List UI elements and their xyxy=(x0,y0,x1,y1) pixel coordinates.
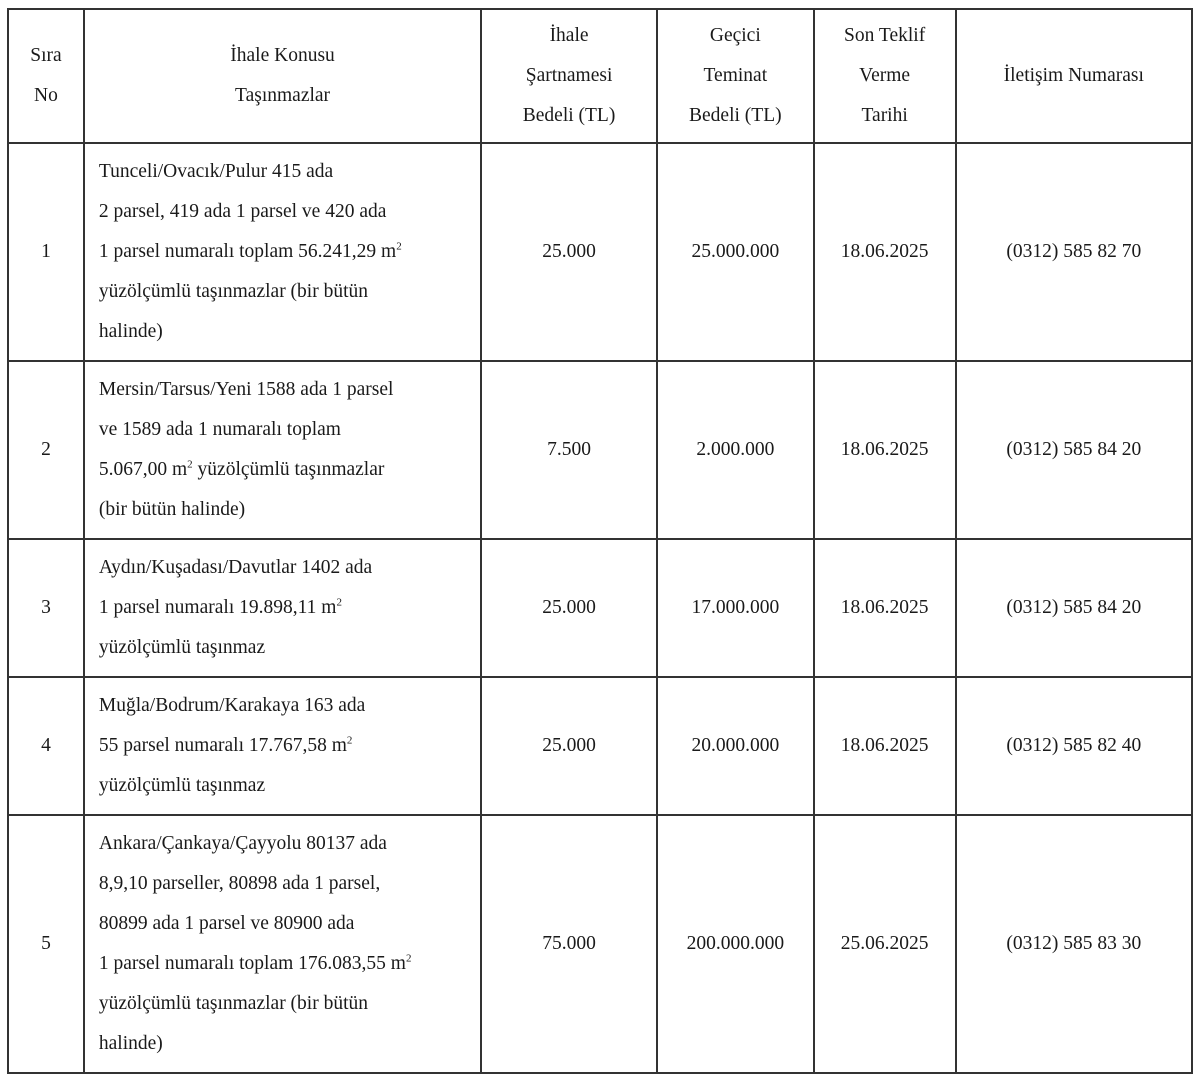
header-text-line: İhale Konusu xyxy=(230,45,335,66)
deadline-date: 18.06.2025 xyxy=(812,538,957,678)
deposit-amount: 17.000.000 xyxy=(655,538,815,678)
subject-line: Ankara/Çankaya/Çayyolu 80137 ada xyxy=(98,833,387,854)
subject-line: 1 parsel numaralı toplam 176.083,55 m xyxy=(98,953,406,974)
header-spec-fee: İhale Şartnamesi Bedeli (TL) xyxy=(480,8,658,144)
subject-line: 2 parsel, 419 ada 1 parsel ve 420 ada xyxy=(98,201,387,222)
subject-cell: Ankara/Çankaya/Çayyolu 80137 ada 8,9,10 p… xyxy=(82,814,483,1074)
subject-cell: Aydın/Kuşadası/Davutlar 1402 ada 1 parsel… xyxy=(82,538,483,678)
spec-fee: 25.000 xyxy=(480,538,658,678)
subject-line: ve 1589 ada 1 numaralı toplam xyxy=(98,419,341,440)
subject-line: 5.067,00 m xyxy=(98,459,188,480)
header-subject: İhale Konusu Taşınmazlar xyxy=(82,8,483,144)
subject-line: Mersin/Tarsus/Yeni 1588 ada 1 parsel xyxy=(98,379,394,400)
subject-cell: Muğla/Bodrum/Karakaya 163 ada 55 parsel n… xyxy=(82,676,483,816)
header-text-line: Şartnamesi xyxy=(525,65,613,86)
header-text-line: İletişim Numarası xyxy=(1003,65,1144,86)
header-contact: İletişim Numarası xyxy=(954,8,1194,144)
subject-line: 8,9,10 parseller, 80898 ada 1 parsel, xyxy=(98,873,381,894)
subject-line: yüzölçümlü taşınmaz xyxy=(98,637,266,658)
subject-line: 1 parsel numaralı 19.898,11 m xyxy=(98,597,337,618)
superscript: 2 xyxy=(187,458,193,471)
row-number: 3 xyxy=(7,538,85,678)
deposit-amount: 200.000.000 xyxy=(655,814,815,1074)
subject-line: yüzölçümlü taşınmazlar (bir bütün xyxy=(98,281,369,302)
row-number: 2 xyxy=(7,360,85,540)
spec-fee: 25.000 xyxy=(480,142,658,362)
header-text-line: Teminat xyxy=(703,65,768,86)
deadline-date: 25.06.2025 xyxy=(812,814,957,1074)
table-row: 2 Mersin/Tarsus/Yeni 1588 ada 1 parsel ve … xyxy=(7,360,1194,540)
contact-number: (0312) 585 84 20 xyxy=(954,360,1194,540)
header-no: Sıra No xyxy=(7,8,85,144)
spec-fee: 75.000 xyxy=(480,814,658,1074)
spec-fee: 7.500 xyxy=(480,360,658,540)
subject-line: Tunceli/Ovacık/Pulur 415 ada xyxy=(98,161,334,182)
table-row: 5 Ankara/Çankaya/Çayyolu 80137 ada 8,9,10 … xyxy=(7,814,1194,1074)
subject-cell: Mersin/Tarsus/Yeni 1588 ada 1 parsel ve 1… xyxy=(82,360,483,540)
header-text-line: Taşınmazlar xyxy=(235,85,331,106)
subject-line: 55 parsel numaralı 17.767,58 m xyxy=(98,735,347,756)
subject-line: halinde) xyxy=(98,321,163,342)
row-number: 4 xyxy=(7,676,85,816)
contact-number: (0312) 585 84 20 xyxy=(954,538,1194,678)
spec-fee: 25.000 xyxy=(480,676,658,816)
header-text-line: Son Teklif xyxy=(844,25,926,46)
header-text-line: Geçici xyxy=(709,25,761,46)
header-text-line: Bedeli (TL) xyxy=(522,105,616,126)
header-text-line: Sıra xyxy=(30,45,62,66)
table-row: 1 Tunceli/Ovacık/Pulur 415 ada 2 parsel, 4… xyxy=(7,142,1194,362)
subject-line: yüzölçümlü taşınmazlar (bir bütün xyxy=(98,993,369,1014)
superscript: 2 xyxy=(336,596,342,609)
subject-line: Muğla/Bodrum/Karakaya 163 ada xyxy=(98,695,366,716)
header-deadline: Son Teklif Verme Tarihi xyxy=(812,8,957,144)
subject-line: 80899 ada 1 parsel ve 80900 ada xyxy=(98,913,355,934)
superscript: 2 xyxy=(405,952,412,965)
subject-line: halinde) xyxy=(98,1033,163,1054)
table-row: 3 Aydın/Kuşadası/Davutlar 1402 ada 1 parse… xyxy=(7,538,1194,678)
header-text-line: İhale xyxy=(549,25,589,46)
subject-line: (bir bütün halinde) xyxy=(98,499,246,520)
subject-line: yüzölçümlü taşınmaz xyxy=(98,775,266,796)
tender-table: Sıra No İhale Konusu Taşınmazlar İhale Şart… xyxy=(7,8,1194,1074)
superscript: 2 xyxy=(396,240,402,253)
header-text-line: Verme xyxy=(859,65,911,86)
subject-line: 1 parsel numaralı toplam 56.241,29 m xyxy=(98,241,397,262)
subject-line: Aydın/Kuşadası/Davutlar 1402 ada xyxy=(98,557,373,578)
header-text-line: Tarihi xyxy=(861,105,908,126)
deadline-date: 18.06.2025 xyxy=(812,676,957,816)
contact-number: (0312) 585 82 40 xyxy=(954,676,1194,816)
deposit-amount: 25.000.000 xyxy=(655,142,815,362)
contact-number: (0312) 585 83 30 xyxy=(954,814,1194,1074)
header-deposit: Geçici Teminat Bedeli (TL) xyxy=(655,8,815,144)
deadline-date: 18.06.2025 xyxy=(812,142,957,362)
subject-line-continuation: yüzölçümlü taşınmazlar xyxy=(192,459,385,480)
header-text-line: No xyxy=(34,85,58,106)
row-number: 1 xyxy=(7,142,85,362)
header-text-line: Bedeli (TL) xyxy=(689,105,782,126)
row-number: 5 xyxy=(7,814,85,1074)
subject-cell: Tunceli/Ovacık/Pulur 415 ada 2 parsel, 41… xyxy=(82,142,483,362)
contact-number: (0312) 585 82 70 xyxy=(954,142,1194,362)
table-row: 4 Muğla/Bodrum/Karakaya 163 ada 55 parsel … xyxy=(7,676,1194,816)
header-row: Sıra No İhale Konusu Taşınmazlar İhale Şart… xyxy=(7,8,1194,144)
deposit-amount: 20.000.000 xyxy=(655,676,815,816)
superscript: 2 xyxy=(346,734,353,747)
deadline-date: 18.06.2025 xyxy=(812,360,957,540)
deposit-amount: 2.000.000 xyxy=(655,360,815,540)
